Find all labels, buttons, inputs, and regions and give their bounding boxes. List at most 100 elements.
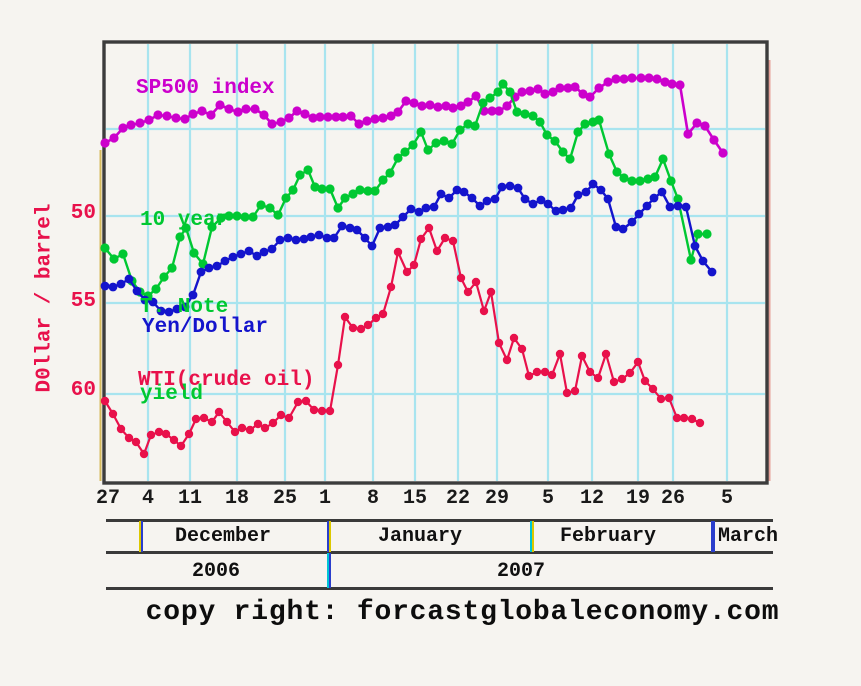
series-dot [317,184,327,194]
series-dot [386,282,396,292]
series-dot [191,414,201,424]
series-dot [393,153,403,163]
series-dot [100,396,110,406]
series-dot [409,98,419,108]
series-dot [542,130,552,140]
series-dot [649,193,659,203]
series-dot [548,87,558,97]
series-dot [367,241,377,251]
series-dot [452,185,462,195]
series-dot [140,295,150,305]
series-dot [284,113,294,123]
series-dot [424,223,434,233]
series-dot [293,397,303,407]
x-tick-label: 25 [272,487,297,510]
x-tick-label: 8 [366,487,379,510]
series-dot [189,248,199,258]
series-dot [718,148,728,158]
series-dot [690,241,700,251]
series-dot [627,176,637,186]
series-dot [291,235,301,245]
series-dot [303,165,313,175]
series-dot [206,110,216,120]
series-dot [656,394,666,404]
series-dot [643,174,653,184]
series-dot [652,74,662,84]
series-dot [338,112,348,122]
series-dot [456,273,466,283]
series-dot [356,324,366,334]
series-dot [505,87,515,97]
series-dot [378,309,388,319]
series-dot [348,323,358,333]
series-dot [657,187,667,197]
series-dot [416,234,426,244]
series-dot [317,406,327,416]
month-label: February [559,525,657,548]
series-dot [386,111,396,121]
series-dot [153,110,163,120]
series-dot [425,100,435,110]
legend-tnote-line3: yield [140,383,204,406]
series-dot [562,388,572,398]
series-dot [236,249,246,259]
series-dot [184,429,194,439]
series-dot [309,405,319,415]
x-tick-label: 4 [141,487,154,510]
series-dot [709,135,719,145]
series-dot [181,223,191,233]
series-dot [634,209,644,219]
series-dot [252,251,262,261]
series-dot [665,202,675,212]
series-dot [540,367,550,377]
series-dot [283,233,293,243]
series-dot [237,423,247,433]
series-dot [215,100,225,110]
series-dot [333,203,343,213]
series-dot [378,175,388,185]
series-dot [432,246,442,256]
series-dot [642,201,652,211]
series-dot [565,154,575,164]
series-dot [664,393,674,403]
series-dot [363,186,373,196]
series-dot [658,154,668,164]
series-dot [212,261,222,271]
series-dot [331,112,341,122]
series-dot [340,193,350,203]
series-dot [207,222,217,232]
series-dot [687,414,697,424]
series-dot [214,407,224,417]
series-dot [169,435,179,445]
series-dot [306,232,316,242]
series-dot [512,107,522,117]
series-dot [401,96,411,106]
y-tick-label: 55 [70,290,96,313]
series-dot [314,230,324,240]
series-dot [618,224,628,234]
series-dot [284,413,294,423]
series-dot [617,374,627,384]
legend-sp500: SP500 index [136,77,275,100]
series-dot [345,223,355,233]
series-dot [603,194,613,204]
series-dot [478,98,488,108]
series-dot [533,84,543,94]
series-dot [159,272,169,282]
x-tick-label: 5 [720,487,733,510]
series-dot [594,83,604,93]
series-dot [490,194,500,204]
series-dot [423,145,433,155]
series-dot [444,193,454,203]
series-dot [267,119,277,129]
series-dot [619,173,629,183]
series-dot [240,212,250,222]
series-dot [524,371,534,381]
series-dot [494,338,504,348]
series-dot [292,106,302,116]
series-dot [275,235,285,245]
series-dot [180,302,190,312]
series-dot [172,304,182,314]
series-dot [288,185,298,195]
series-dot [498,79,508,89]
